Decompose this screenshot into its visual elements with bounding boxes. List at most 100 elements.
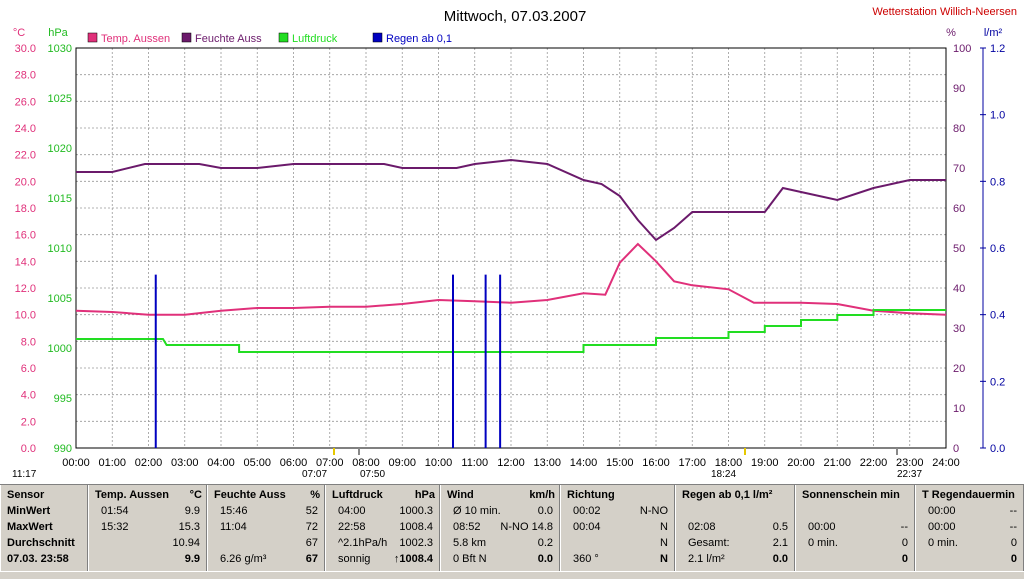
- summary-header-label: Sensor: [7, 489, 45, 501]
- summary-row: 00:00 --: [796, 519, 914, 535]
- summary-cell-time: 00:02: [573, 505, 601, 517]
- summary-footer-text: 6.26 g/m³: [220, 553, 267, 565]
- rain-tick-label: 0.4: [990, 310, 1005, 322]
- summary-row: 67: [208, 535, 324, 551]
- summary-cell-time: 08:52: [453, 521, 481, 533]
- humidity-tick-label: 60: [953, 203, 965, 215]
- summary-footer-text: 360 °: [573, 553, 599, 565]
- summary-row-label: MaxWert: [7, 521, 53, 533]
- summary-cell-value: 1008.4: [399, 521, 433, 533]
- time-tick-label: 23:00: [896, 457, 924, 469]
- summary-header: T Regendauermin: [916, 487, 1023, 503]
- summary-cell-value: 15.3: [178, 521, 200, 533]
- summary-row: ^2.1hPa/h 1002.3: [326, 535, 439, 551]
- summary-footer-value: 0: [901, 553, 908, 565]
- summary-row: 11:04 72: [208, 519, 324, 535]
- summary-cell-value: 0.2: [537, 537, 553, 549]
- summary-footer-value: 67: [305, 553, 318, 565]
- summary-header-unit: km/h: [529, 489, 555, 501]
- time-tick-label: 18:00: [715, 457, 743, 469]
- chart-legend: Temp. Aussen Feuchte Auss Luftdruck Regen a…: [87, 32, 452, 45]
- rain-tick-label: 1.0: [990, 110, 1005, 122]
- summary-cell-time: 00:00: [928, 521, 956, 533]
- summary-header-label: Temp. Aussen: [95, 489, 169, 501]
- summary-cell-time: 11:04: [220, 521, 247, 533]
- summary-cell-value: --: [1009, 521, 1017, 533]
- pressure-tick-label: 995: [54, 393, 72, 405]
- summary-row: [676, 503, 794, 519]
- chart-axes: 30.0 28.0 26.0 24.0 22.0 20.0 18.0 16.0 14.0 12.0…: [12, 43, 1005, 480]
- time-tick-label: 06:00: [280, 457, 308, 469]
- status-strip: [0, 571, 1024, 579]
- time-tick-label: 13:00: [533, 457, 561, 469]
- summary-cell-time: 00:00: [808, 521, 836, 533]
- legend-swatch: [278, 32, 289, 43]
- summary-row: 04:00 1000.3: [326, 503, 439, 519]
- temperature-line: [75, 242, 947, 316]
- summary-cell-value: 1000.3: [399, 505, 433, 517]
- legend-swatch: [372, 32, 383, 43]
- temp-tick-label: 30.0: [15, 43, 36, 55]
- time-tick-label: 03:00: [171, 457, 199, 469]
- rain-tick-label: 0.0: [990, 443, 1005, 455]
- summary-row: N: [561, 535, 674, 551]
- summary-header-unit: %: [310, 489, 320, 501]
- summary-column: Luftdruck hPa 04:00 1000.3 22:58 1008.4 ^2.1hP…: [325, 485, 440, 571]
- summary-footer: sonnig ↑1008.4: [326, 551, 439, 567]
- summary-cell-time: 01:54: [101, 505, 129, 517]
- summary-column: Wind km/h Ø 10 min. 0.0 08:52 N-NO 14.8 5.8 km…: [440, 485, 560, 571]
- summary-column: Sensor MinWert MaxWert Durchschnitt 07.03. 2…: [0, 485, 88, 571]
- summary-column: Sonnenschein min 00:00 -- 0 min. 0 0: [795, 485, 915, 571]
- summary-row: Gesamt: 2.1: [676, 535, 794, 551]
- summary-header-label: Feuchte Auss: [214, 489, 286, 501]
- summary-cell-value: 0.5: [772, 521, 788, 533]
- summary-row: Durchschnitt: [1, 535, 87, 551]
- summary-row: 00:00 --: [916, 519, 1023, 535]
- time-tick-label: 04:00: [207, 457, 235, 469]
- summary-cell-value: 0.0: [537, 505, 553, 517]
- pressure-tick-label: 1020: [48, 143, 72, 155]
- summary-header-label: Richtung: [567, 489, 615, 501]
- summary-row: 5.8 km 0.2: [441, 535, 559, 551]
- time-tick-label: 16:00: [642, 457, 670, 469]
- sun-marker-label: 18:24: [711, 469, 736, 480]
- summary-cell-time: 5.8 km: [453, 537, 487, 549]
- summary-cell-time: 15:32: [101, 521, 129, 533]
- summary-footer-value: 0.0: [772, 553, 788, 565]
- time-tick-label: 20:00: [787, 457, 815, 469]
- summary-cell-value: N: [660, 521, 668, 533]
- chart-background: [0, 0, 1024, 484]
- summary-footer-text: 2.1 l/m²: [688, 553, 725, 565]
- chart-grid: [75, 47, 947, 449]
- summary-footer-text: 0 Bft N: [453, 553, 487, 565]
- time-tick-label: 19:00: [751, 457, 779, 469]
- temp-tick-label: 16.0: [15, 230, 36, 242]
- summary-row: 0 min. 0: [916, 535, 1023, 551]
- summary-row: 02:08 0.5: [676, 519, 794, 535]
- summary-row: 15:46 52: [208, 503, 324, 519]
- summary-cell-time: 00:04: [573, 521, 601, 533]
- summary-cell-time: ^2.1hPa/h: [338, 537, 388, 549]
- summary-cell-time: 02:08: [688, 521, 716, 533]
- summary-cell-value: 10.94: [172, 537, 200, 549]
- summary-row: 15:32 15.3: [89, 519, 206, 535]
- summary-row: Ø 10 min. 0.0: [441, 503, 559, 519]
- temp-tick-label: 20.0: [15, 176, 36, 188]
- summary-cell-time: 04:00: [338, 505, 366, 517]
- summary-header-label: Regen ab 0,1 l/m²: [682, 489, 773, 501]
- summary-header: Luftdruck hPa: [326, 487, 439, 503]
- summary-row: 00:04 N: [561, 519, 674, 535]
- summary-row: 00:02 N-NO: [561, 503, 674, 519]
- temp-tick-label: 6.0: [21, 363, 36, 375]
- summary-row: MinWert: [1, 503, 87, 519]
- humidity-tick-label: 90: [953, 83, 965, 95]
- pressure-tick-label: 1010: [48, 243, 72, 255]
- summary-column: T Regendauermin 00:00 -- 00:00 -- 0 min. 0 0: [915, 485, 1024, 571]
- time-tick-label: 24:00: [932, 457, 960, 469]
- summary-footer-value: N: [660, 553, 668, 565]
- summary-cell-time: 15:46: [220, 505, 248, 517]
- temp-tick-label: 0.0: [21, 443, 36, 455]
- summary-header: Feuchte Auss%: [208, 487, 324, 503]
- summary-row: 01:54 9.9: [89, 503, 206, 519]
- summary-row-label: MinWert: [7, 505, 51, 517]
